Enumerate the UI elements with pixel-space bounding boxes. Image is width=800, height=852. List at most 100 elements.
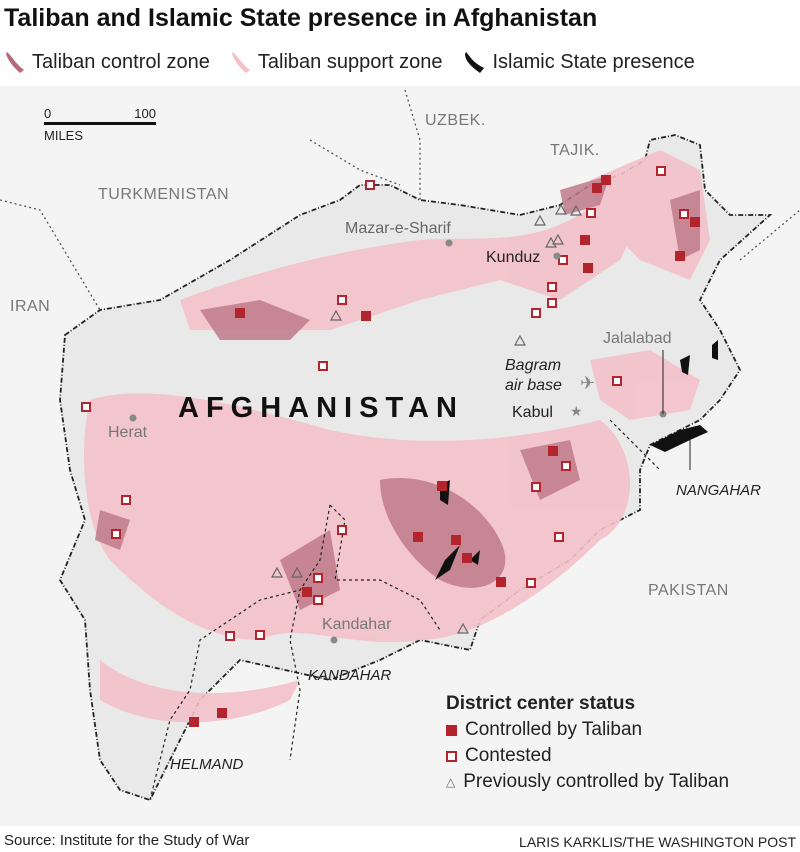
- scale-max: 100: [134, 106, 156, 121]
- controlled-district-marker: [189, 717, 199, 727]
- credit: LARIS KARKLIS/THE WASHINGTON POST: [519, 834, 796, 850]
- controlled-district-marker: [413, 532, 423, 542]
- legend-control-label: Taliban control zone: [32, 50, 210, 73]
- city-kabul: Kabul: [512, 404, 553, 421]
- previously-controlled-marker: [329, 309, 343, 321]
- scale-zero: 0: [44, 106, 52, 121]
- contested-district-marker: [365, 180, 375, 190]
- legend-isis-label: Islamic State presence: [492, 50, 695, 73]
- legend-previous-label: Previously controlled by Taliban: [463, 771, 730, 792]
- label-afghanistan: AFGHANISTAN: [178, 392, 464, 424]
- previously-controlled-marker: [569, 204, 583, 216]
- label-tajikistan: TAJIK.: [550, 142, 600, 159]
- contested-district-marker: [313, 573, 323, 583]
- control-zone-swatch-icon: [6, 52, 24, 73]
- label-uzbekistan: UZBEK.: [425, 112, 486, 129]
- city-herat: Herat: [108, 424, 148, 441]
- province-borders: [149, 419, 661, 801]
- previously-controlled-marker: [513, 334, 527, 346]
- contested-district-marker: [531, 482, 541, 492]
- contested-district-marker: [81, 402, 91, 412]
- controlled-district-marker: [592, 183, 602, 193]
- legend-support-label: Taliban support zone: [257, 50, 443, 73]
- previously-controlled-marker: [533, 214, 547, 226]
- controlled-district-marker: [437, 481, 447, 491]
- contested-district-marker: [558, 255, 568, 265]
- previously-controlled-marker: [270, 566, 284, 578]
- herat-dot: [129, 414, 137, 422]
- contested-district-marker: [679, 209, 689, 219]
- controlled-district-marker: [451, 535, 461, 545]
- zone-legend: Taliban control zone Taliban support zon…: [4, 50, 695, 74]
- airplane-icon: ✈: [580, 373, 595, 393]
- district-markers: [81, 166, 700, 727]
- label-turkmenistan: TURKMENISTAN: [98, 186, 230, 203]
- controlled-district-marker: [548, 446, 558, 456]
- previously-controlled-marker: [551, 233, 565, 245]
- contested-district-marker: [612, 376, 622, 386]
- contested-district-marker: [111, 529, 121, 539]
- previously-controlled-marker: [456, 622, 470, 634]
- islamic-state-areas: [435, 340, 718, 580]
- district-legend-title: District center status: [446, 693, 636, 714]
- legend-controlled-label: Controlled by Taliban: [465, 719, 643, 740]
- contested-district-marker: [318, 361, 328, 371]
- mazar-dot: [445, 239, 453, 247]
- kabul-star-icon: ★: [570, 403, 583, 419]
- contested-district-marker: [313, 595, 323, 605]
- legend-contested: Contested: [446, 743, 729, 769]
- controlled-district-marker: [361, 311, 371, 321]
- scale-bar: 0 100 MILES: [44, 106, 156, 143]
- controlled-district-marker: [583, 263, 593, 273]
- controlled-district-marker: [496, 577, 506, 587]
- neighbor-borders: [0, 89, 800, 311]
- previously-controlled-marker: [290, 566, 304, 578]
- city-kunduz: Kunduz: [486, 249, 541, 266]
- scale-unit: MILES: [44, 128, 84, 143]
- contested-district-marker: [561, 461, 571, 471]
- contested-district-marker: [337, 295, 347, 305]
- controlled-district-marker: [235, 308, 245, 318]
- contested-district-marker: [547, 298, 557, 308]
- province-kandahar: KANDAHAR: [308, 667, 392, 684]
- controlled-district-marker: [580, 235, 590, 245]
- legend-controlled: Controlled by Taliban: [446, 717, 729, 743]
- city-bagram: Bagram air base: [505, 357, 562, 394]
- contested-square-icon: [446, 750, 457, 762]
- legend-previous: △ Previously controlled by Taliban: [446, 769, 729, 795]
- contested-district-marker: [554, 532, 564, 542]
- triangle-icon: △: [446, 775, 456, 789]
- controlled-district-marker: [690, 217, 700, 227]
- district-legend: District center status Controlled by Tal…: [446, 693, 729, 795]
- city-jalalabad: Jalalabad: [603, 330, 672, 347]
- legend-control: Taliban control zone: [4, 50, 210, 74]
- contested-district-marker: [526, 578, 536, 588]
- contested-district-marker: [225, 631, 235, 641]
- city-mazar: Mazar-e-Sharif: [345, 220, 451, 237]
- label-iran: IRAN: [10, 298, 51, 315]
- province-helmand: HELMAND: [170, 756, 244, 773]
- contested-district-marker: [547, 282, 557, 292]
- contested-district-marker: [586, 208, 596, 218]
- legend-support: Taliban support zone: [230, 50, 443, 74]
- contested-district-marker: [121, 495, 131, 505]
- isis-swatch-icon: [465, 52, 485, 73]
- legend-isis: Islamic State presence: [462, 50, 695, 74]
- province-nangahar: NANGAHAR: [676, 482, 762, 499]
- legend-contested-label: Contested: [465, 745, 552, 766]
- map-title: Taliban and Islamic State presence in Af…: [4, 4, 598, 32]
- support-zone-swatch-icon: [231, 52, 250, 73]
- afghanistan-map: ★ ✈: [0, 86, 800, 826]
- contested-district-marker: [656, 166, 666, 176]
- controlled-square-icon: [446, 724, 457, 736]
- city-kandahar: Kandahar: [322, 616, 392, 633]
- controlled-district-marker: [302, 587, 312, 597]
- controlled-district-marker: [675, 251, 685, 261]
- label-pakistan: PAKISTAN: [648, 582, 729, 599]
- kunduz-dot: [553, 252, 561, 260]
- controlled-district-marker: [217, 708, 227, 718]
- previously-controlled-marker: [554, 203, 568, 215]
- source-note: Source: Institute for the Study of War: [4, 832, 250, 849]
- scale-line: [44, 122, 156, 125]
- kandahar-dot: [330, 636, 338, 644]
